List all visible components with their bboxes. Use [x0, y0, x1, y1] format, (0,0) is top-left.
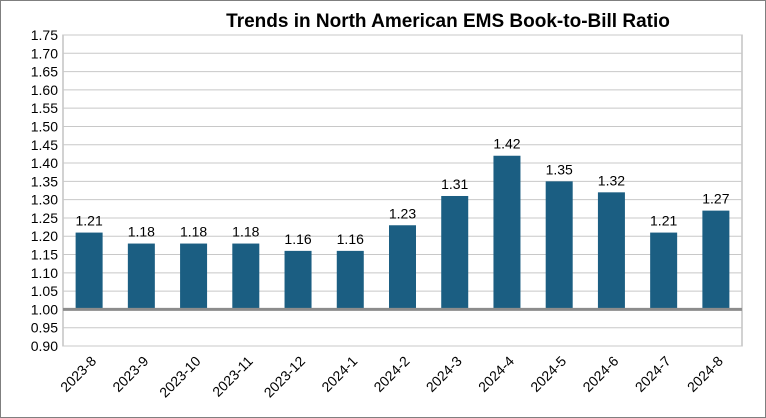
y-tick-label: 1.20 — [31, 228, 58, 244]
y-tick-label: 1.70 — [31, 45, 58, 61]
data-label: 1.21 — [75, 213, 102, 229]
y-tick-label: 1.65 — [31, 64, 58, 80]
x-tick-label: 2024-5 — [527, 353, 569, 395]
bar — [180, 243, 208, 310]
data-label: 1.16 — [337, 231, 364, 247]
data-label: 1.32 — [598, 172, 625, 188]
x-tick-label: 2023-11 — [209, 353, 256, 400]
y-tick-label: 1.30 — [31, 192, 58, 208]
x-tick-label: 2024-4 — [475, 353, 517, 395]
x-tick-label: 2023-10 — [156, 353, 204, 401]
y-tick-label: 1.50 — [31, 118, 58, 134]
x-tick-label: 2024-7 — [632, 353, 674, 395]
bar — [232, 243, 260, 310]
y-tick-label: 1.05 — [31, 283, 58, 299]
y-tick-label: 1.25 — [31, 210, 58, 226]
x-tick-label: 2023-9 — [109, 353, 151, 395]
bar — [127, 243, 155, 310]
y-tick-label: 1.10 — [31, 265, 58, 281]
x-tick-label: 2023-8 — [57, 353, 99, 395]
data-label: 1.16 — [284, 231, 311, 247]
data-label: 1.18 — [232, 224, 259, 240]
x-tick-label: 2023-12 — [261, 353, 309, 401]
data-label: 1.18 — [128, 224, 155, 240]
x-tick-label: 2024-8 — [684, 353, 726, 395]
data-label: 1.23 — [389, 205, 416, 221]
y-tick-label: 1.75 — [31, 27, 58, 43]
data-label: 1.42 — [493, 136, 520, 152]
x-tick-label: 2024-3 — [423, 353, 465, 395]
bar — [545, 181, 573, 310]
bar — [441, 195, 469, 310]
data-label: 1.18 — [180, 224, 207, 240]
data-label: 1.35 — [546, 161, 573, 177]
data-label: 1.27 — [702, 191, 729, 207]
y-tick-label: 1.40 — [31, 155, 58, 171]
data-label: 1.31 — [441, 176, 468, 192]
x-tick-label: 2024-2 — [370, 353, 412, 395]
data-label: 1.21 — [650, 213, 677, 229]
y-tick-label: 1.15 — [31, 247, 58, 263]
bar — [284, 250, 312, 310]
bar — [389, 225, 416, 310]
y-tick-label: 1.60 — [31, 82, 58, 98]
x-tick-label: 2024-1 — [318, 353, 360, 395]
x-tick-label: 2024-6 — [579, 353, 621, 395]
bar — [75, 232, 103, 310]
bar — [336, 250, 364, 310]
y-tick-label: 0.95 — [31, 320, 58, 336]
y-tick-label: 0.90 — [31, 338, 58, 354]
bar — [493, 155, 521, 310]
y-tick-label: 1.45 — [31, 137, 58, 153]
y-tick-label: 1.55 — [31, 100, 58, 116]
chart-title: Trends in North American EMS Book-to-Bil… — [226, 11, 670, 32]
bar — [702, 210, 730, 310]
y-tick-label: 1.35 — [31, 173, 58, 189]
bar — [597, 192, 625, 310]
bar — [650, 232, 678, 310]
y-tick-label: 1.00 — [31, 301, 58, 317]
